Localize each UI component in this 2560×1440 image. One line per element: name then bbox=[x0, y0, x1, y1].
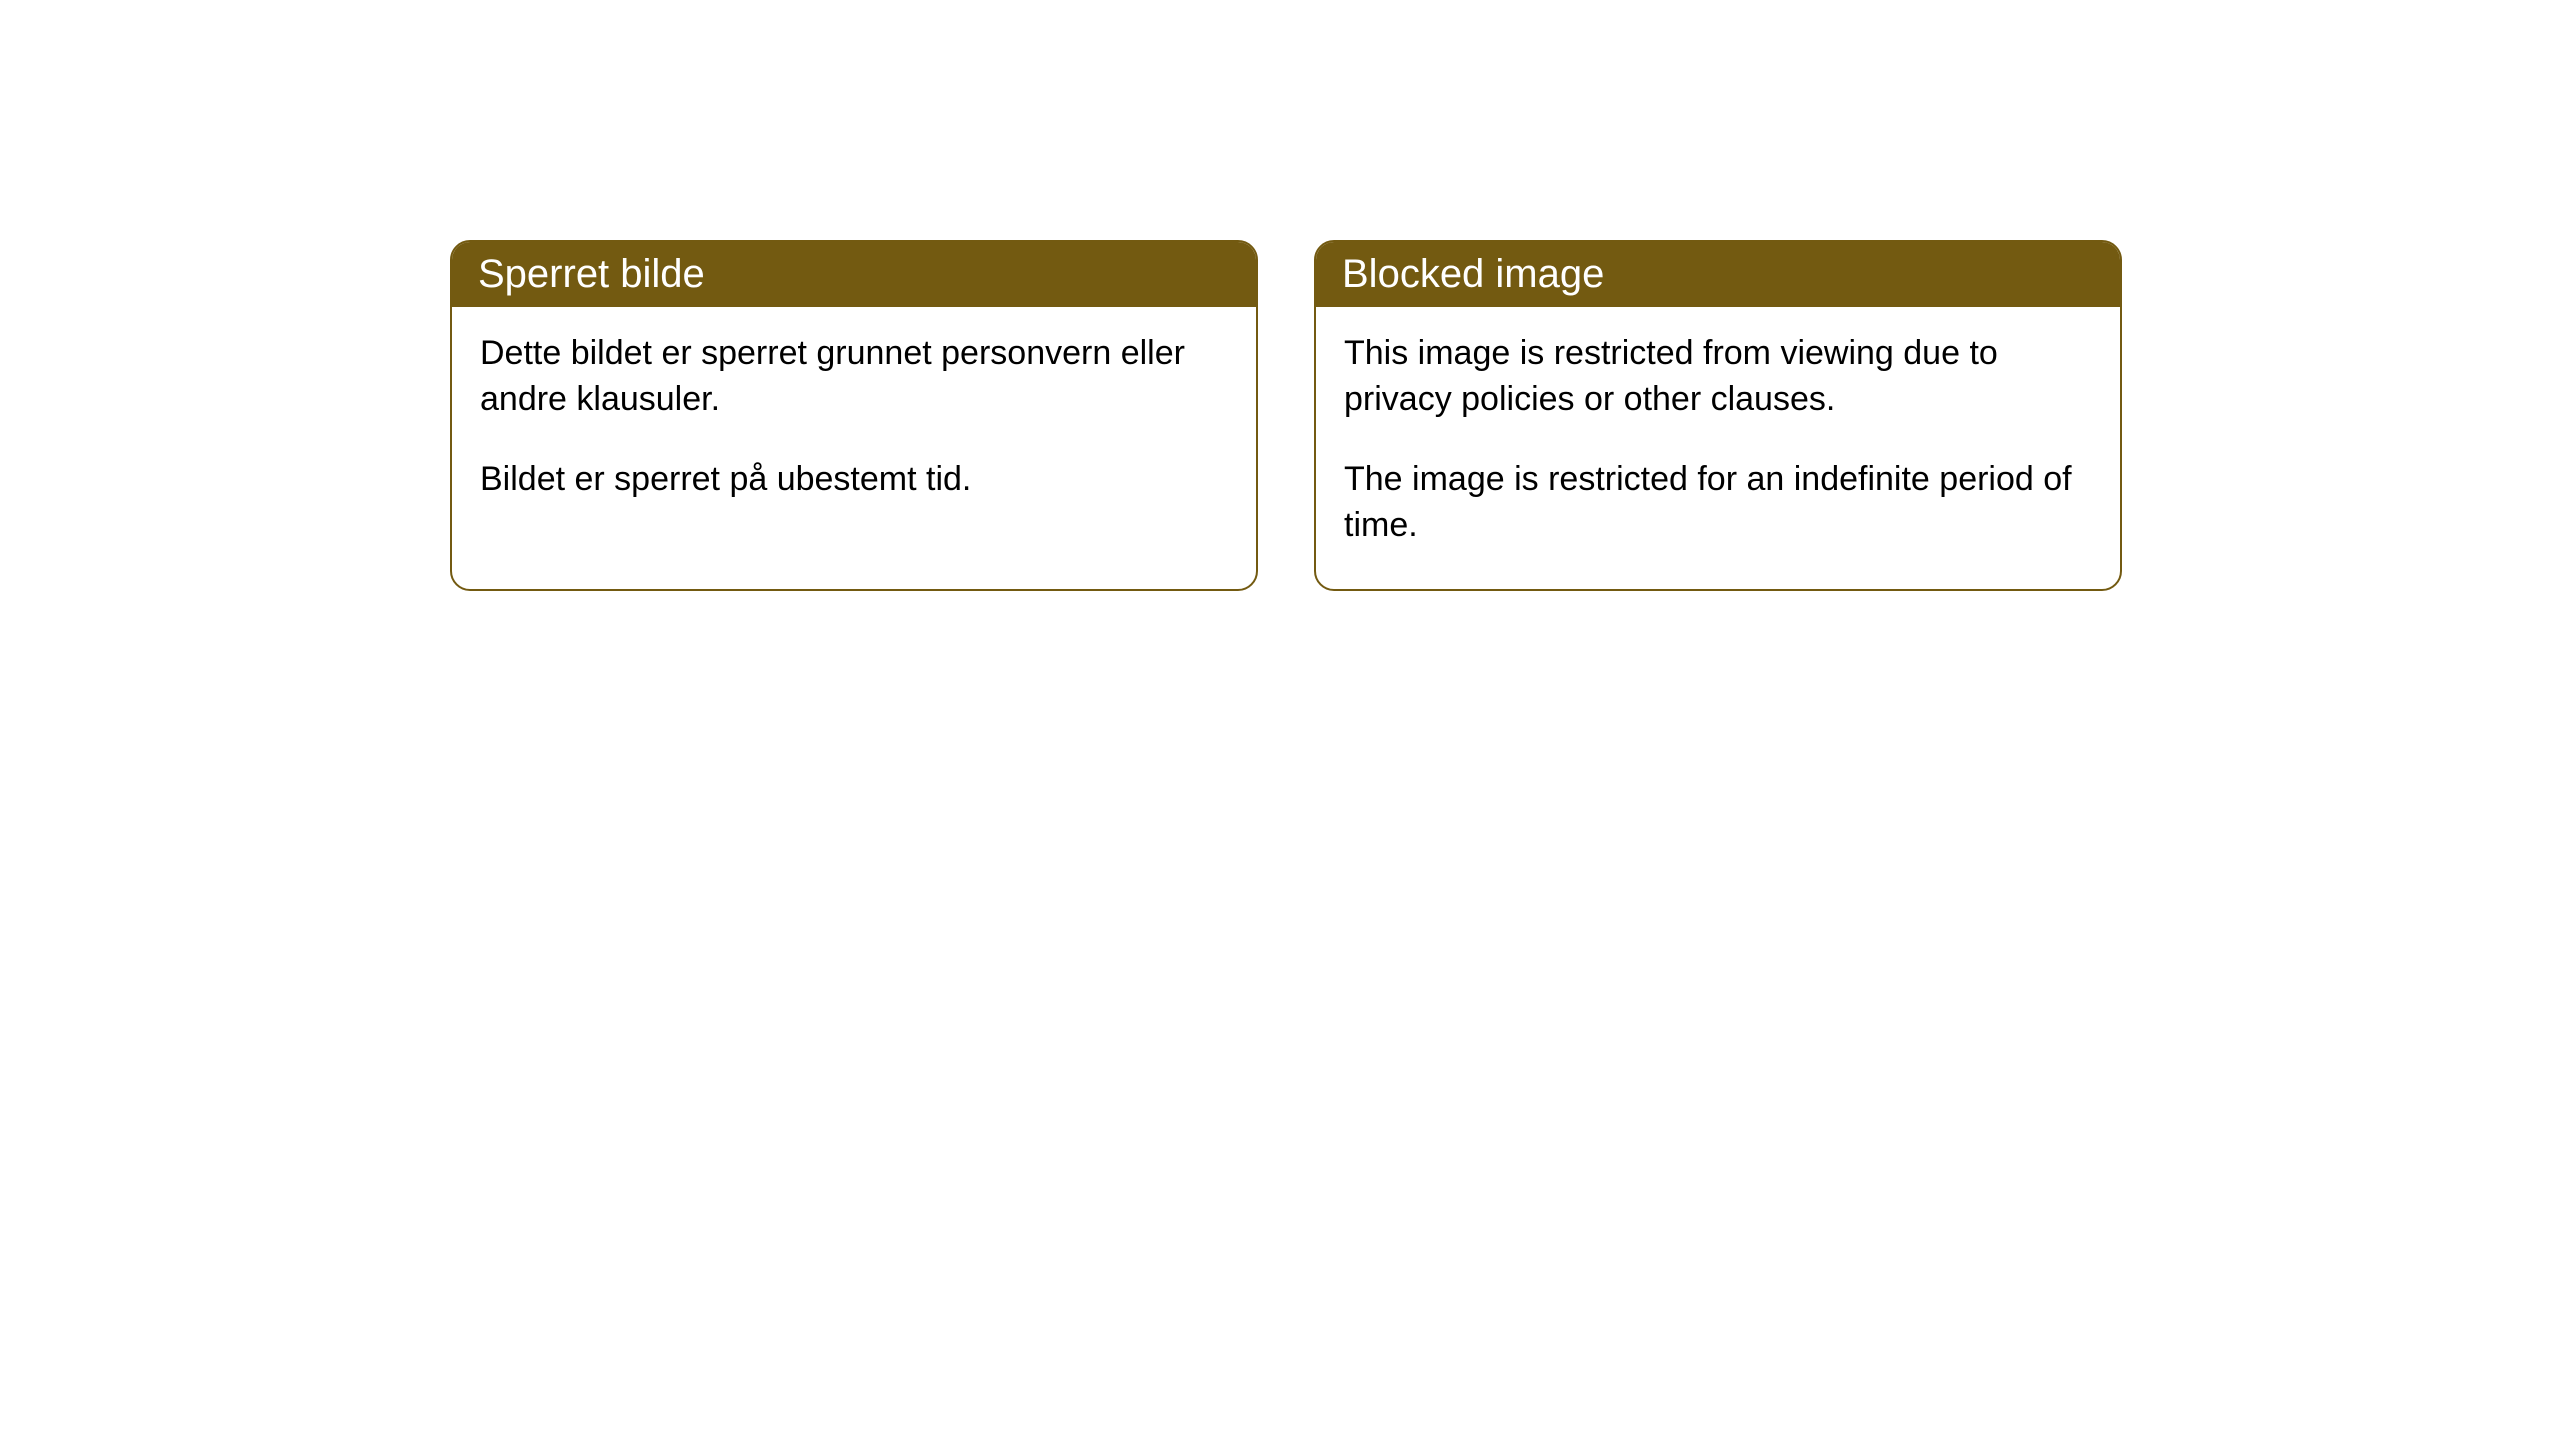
card-paragraph: This image is restricted from viewing du… bbox=[1344, 331, 2092, 423]
card-title: Blocked image bbox=[1342, 252, 1604, 296]
card-header: Sperret bilde bbox=[452, 242, 1256, 307]
card-paragraph: The image is restricted for an indefinit… bbox=[1344, 457, 2092, 549]
card-body: This image is restricted from viewing du… bbox=[1316, 307, 2120, 589]
card-header: Blocked image bbox=[1316, 242, 2120, 307]
card-paragraph: Dette bildet er sperret grunnet personve… bbox=[480, 331, 1228, 423]
notice-card-norwegian: Sperret bilde Dette bildet er sperret gr… bbox=[450, 240, 1258, 591]
notice-card-english: Blocked image This image is restricted f… bbox=[1314, 240, 2122, 591]
notice-cards-container: Sperret bilde Dette bildet er sperret gr… bbox=[450, 240, 2122, 591]
card-title: Sperret bilde bbox=[478, 252, 705, 296]
card-body: Dette bildet er sperret grunnet personve… bbox=[452, 307, 1256, 543]
card-paragraph: Bildet er sperret på ubestemt tid. bbox=[480, 457, 1228, 503]
